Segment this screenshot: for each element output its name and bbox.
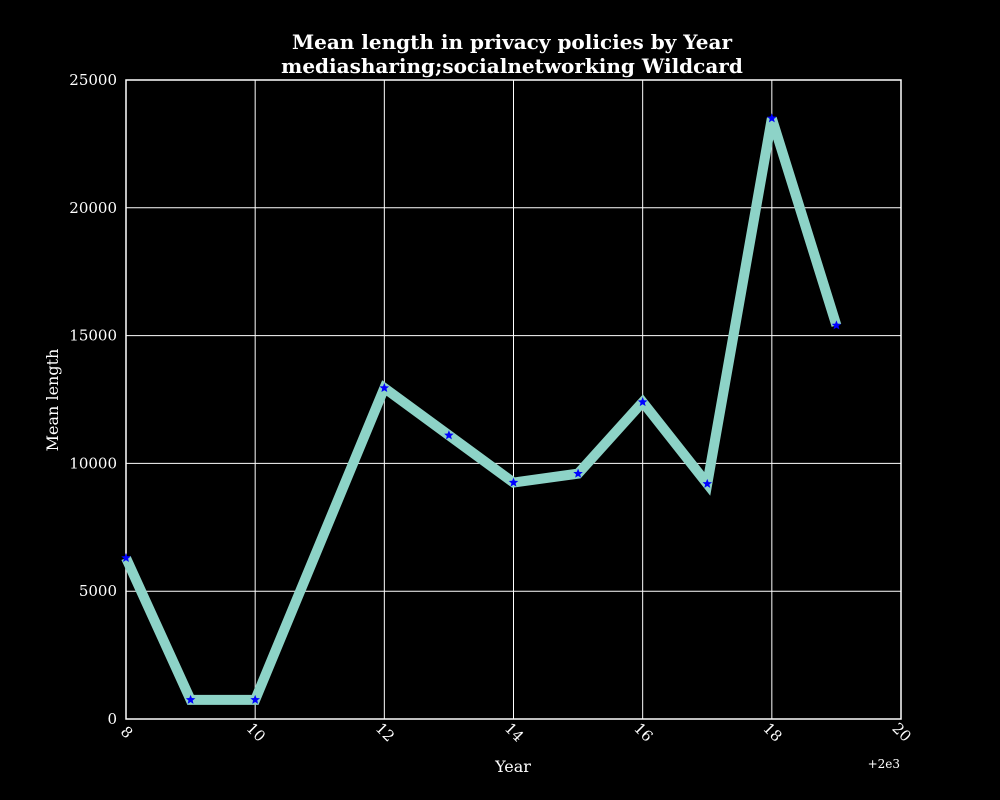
data-point	[767, 113, 777, 123]
y-tick-label: 0	[107, 710, 117, 728]
x-axis-label: Year	[494, 757, 531, 776]
data-point	[508, 477, 519, 487]
y-tick-label: 25000	[69, 71, 117, 89]
data-point	[185, 694, 196, 704]
x-tick-label: 14	[501, 719, 527, 745]
chart-subtitle: mediasharing;socialnetworking Wildcard	[281, 54, 743, 78]
y-tick-label: 5000	[79, 582, 117, 600]
data-point	[121, 552, 131, 563]
x-tick-label: 16	[630, 719, 656, 745]
series	[121, 113, 842, 705]
series-line	[121, 116, 842, 705]
data-point	[250, 694, 260, 704]
plot-frame	[125, 79, 902, 720]
x-tick-label: 18	[759, 719, 785, 745]
x-tick-label: 10	[243, 719, 269, 745]
chart-title: Mean length in privacy policies by Year	[292, 30, 733, 54]
y-tick-label: 15000	[69, 327, 117, 345]
data-point	[831, 320, 842, 330]
x-offset-label: +2e3	[868, 757, 900, 771]
y-tick-label: 20000	[69, 199, 117, 217]
data-point	[702, 478, 713, 488]
data-point	[444, 430, 454, 440]
x-tick-label: 8	[117, 723, 136, 742]
data-point	[637, 397, 648, 407]
x-tick-label: 12	[372, 719, 398, 745]
x-tick-label: 20	[889, 719, 915, 745]
y-tick-label: 10000	[69, 454, 117, 472]
data-point	[573, 468, 583, 478]
y-axis-label: Mean length	[43, 349, 62, 452]
data-point	[379, 383, 390, 393]
